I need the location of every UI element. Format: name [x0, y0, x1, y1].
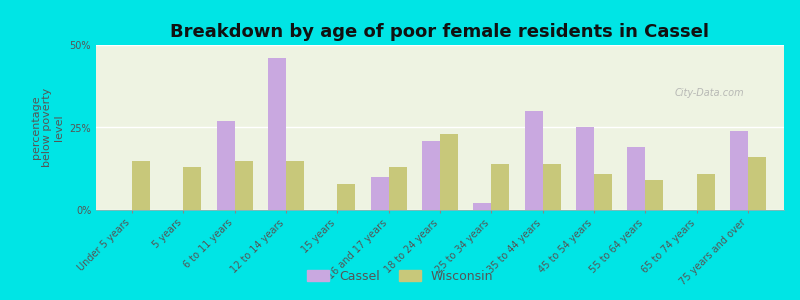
- Y-axis label: percentage
below poverty
level: percentage below poverty level: [30, 88, 64, 167]
- Text: City-Data.com: City-Data.com: [674, 88, 744, 98]
- Bar: [183, 167, 202, 210]
- Bar: [576, 128, 594, 210]
- Bar: [594, 174, 612, 210]
- Bar: [525, 111, 542, 210]
- Bar: [627, 147, 646, 210]
- Bar: [338, 184, 355, 210]
- Bar: [217, 121, 234, 210]
- Bar: [646, 180, 663, 210]
- Bar: [370, 177, 389, 210]
- Bar: [389, 167, 406, 210]
- Bar: [748, 157, 766, 210]
- Bar: [697, 174, 714, 210]
- Legend: Cassel, Wisconsin: Cassel, Wisconsin: [302, 265, 498, 288]
- Bar: [422, 141, 440, 210]
- Bar: [440, 134, 458, 210]
- Bar: [132, 160, 150, 210]
- Bar: [474, 203, 491, 210]
- Bar: [730, 131, 748, 210]
- Bar: [286, 160, 304, 210]
- Bar: [542, 164, 561, 210]
- Bar: [491, 164, 510, 210]
- Title: Breakdown by age of poor female residents in Cassel: Breakdown by age of poor female resident…: [170, 23, 710, 41]
- Bar: [234, 160, 253, 210]
- Bar: [268, 58, 286, 210]
